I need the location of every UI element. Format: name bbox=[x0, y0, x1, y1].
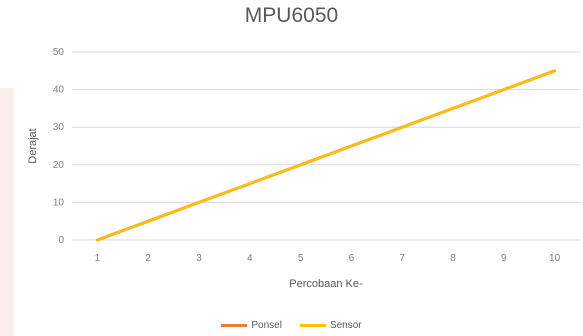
x-tick-label: 2 bbox=[145, 253, 151, 264]
x-tick-label: 8 bbox=[450, 253, 456, 264]
legend-item-sensor: Sensor bbox=[299, 320, 362, 331]
left-accent-bar bbox=[0, 88, 14, 336]
x-tick-label: 7 bbox=[399, 253, 405, 264]
x-tick-labels: 1 2 3 4 5 6 7 8 9 10 bbox=[95, 253, 561, 264]
legend-label-ponsel: Ponsel bbox=[251, 320, 282, 331]
y-tick-label: 40 bbox=[53, 85, 65, 96]
chart-title: MPU6050 bbox=[244, 4, 339, 27]
legend-swatch-sensor bbox=[299, 324, 326, 327]
gridlines bbox=[72, 51, 580, 241]
legend-item-ponsel: Ponsel bbox=[221, 320, 282, 331]
y-tick-label: 10 bbox=[53, 197, 65, 208]
x-axis-title: Percobaan Ke- bbox=[289, 278, 363, 290]
series-line-sensor bbox=[96, 69, 556, 242]
y-tick-label: 30 bbox=[53, 122, 65, 133]
y-tick-label: 0 bbox=[58, 235, 64, 246]
y-tick-label: 20 bbox=[53, 160, 65, 171]
legend-label-sensor: Sensor bbox=[329, 320, 362, 331]
x-tick-label: 10 bbox=[549, 253, 561, 264]
y-tick-label: 50 bbox=[53, 47, 65, 58]
x-tick-label: 5 bbox=[298, 253, 304, 264]
x-tick-label: 9 bbox=[501, 253, 507, 264]
x-tick-label: 3 bbox=[196, 253, 202, 264]
x-tick-label: 6 bbox=[349, 253, 355, 264]
legend-swatch-ponsel bbox=[221, 324, 248, 327]
series-lines bbox=[95, 69, 557, 242]
x-tick-label: 4 bbox=[247, 253, 253, 264]
y-tick-labels: 0 10 20 30 40 50 bbox=[53, 47, 65, 246]
legend: Ponsel Sensor bbox=[0, 320, 583, 331]
y-axis-title: Derajat bbox=[27, 128, 39, 163]
x-tick-label: 1 bbox=[95, 253, 101, 264]
